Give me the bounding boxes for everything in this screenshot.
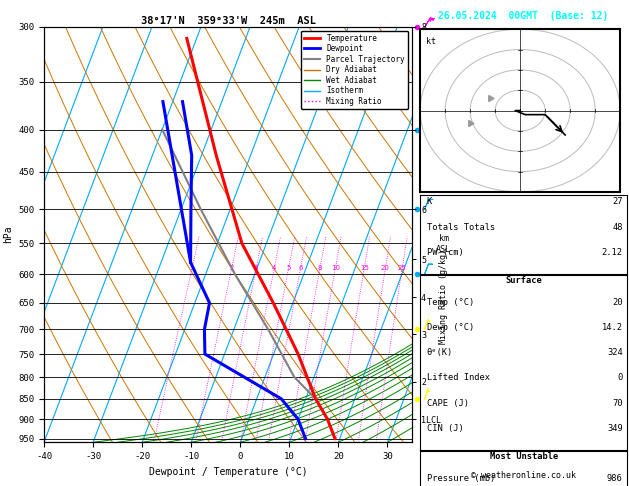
Text: 25: 25: [398, 265, 406, 271]
Text: 8: 8: [318, 265, 322, 271]
Text: 324: 324: [607, 348, 623, 357]
Text: 2.12: 2.12: [602, 248, 623, 257]
Text: Temp (°C): Temp (°C): [426, 297, 474, 307]
Text: 14.2: 14.2: [602, 323, 623, 332]
Text: 2: 2: [230, 265, 234, 271]
Text: 70: 70: [612, 399, 623, 408]
Text: 15: 15: [360, 265, 369, 271]
Text: Totals Totals: Totals Totals: [426, 223, 495, 232]
Text: Lifted Index: Lifted Index: [426, 373, 490, 382]
Text: 10: 10: [331, 265, 340, 271]
Text: PW (cm): PW (cm): [426, 248, 464, 257]
Text: 986: 986: [607, 473, 623, 483]
Text: kt: kt: [426, 37, 436, 46]
Text: 349: 349: [607, 424, 623, 433]
Text: 20: 20: [381, 265, 390, 271]
Text: K: K: [426, 197, 432, 207]
Text: CIN (J): CIN (J): [426, 424, 464, 433]
Y-axis label: km
ASL: km ASL: [437, 235, 451, 254]
Text: Mixing Ratio (g/kg): Mixing Ratio (g/kg): [439, 249, 448, 344]
Text: Surface: Surface: [505, 276, 542, 285]
Text: 27: 27: [612, 197, 623, 207]
Text: 1: 1: [190, 265, 194, 271]
Text: Dewp (°C): Dewp (°C): [426, 323, 474, 332]
Text: Pressure (mb): Pressure (mb): [426, 473, 495, 483]
Text: CAPE (J): CAPE (J): [426, 399, 469, 408]
X-axis label: Dewpoint / Temperature (°C): Dewpoint / Temperature (°C): [148, 467, 308, 477]
Text: © weatheronline.co.uk: © weatheronline.co.uk: [471, 471, 576, 480]
Text: 5: 5: [286, 265, 291, 271]
Text: 20: 20: [612, 297, 623, 307]
Text: θᵉ(K): θᵉ(K): [426, 348, 453, 357]
Title: 38°17'N  359°33'W  245m  ASL: 38°17'N 359°33'W 245m ASL: [140, 16, 316, 26]
Text: 26.05.2024  00GMT  (Base: 12): 26.05.2024 00GMT (Base: 12): [438, 11, 609, 21]
Text: 48: 48: [612, 223, 623, 232]
Text: 4: 4: [272, 265, 276, 271]
Text: Most Unstable: Most Unstable: [489, 452, 558, 461]
Y-axis label: hPa: hPa: [3, 226, 13, 243]
Legend: Temperature, Dewpoint, Parcel Trajectory, Dry Adiabat, Wet Adiabat, Isotherm, Mi: Temperature, Dewpoint, Parcel Trajectory…: [301, 31, 408, 109]
Text: 6: 6: [298, 265, 303, 271]
Text: 0: 0: [618, 373, 623, 382]
Text: 3: 3: [254, 265, 259, 271]
